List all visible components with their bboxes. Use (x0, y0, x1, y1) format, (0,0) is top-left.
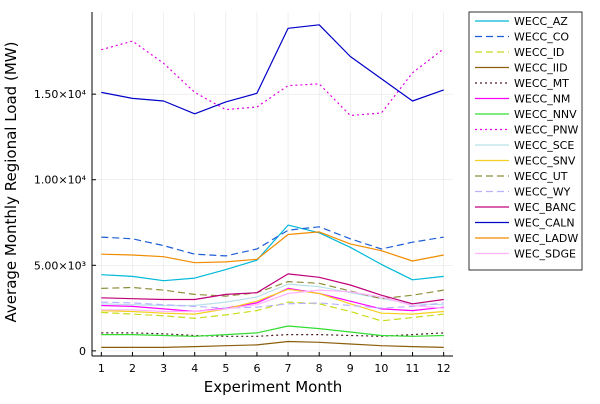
series-line-wec-ladw (101, 231, 444, 264)
legend-label: WEC_SDGE (514, 248, 576, 261)
legend-label: WECC_SNV (514, 155, 576, 168)
grid (92, 12, 453, 356)
x-tick-label: 3 (160, 362, 167, 375)
series-lines (101, 24, 445, 348)
series-line-wecc-co (101, 226, 444, 257)
legend-label: WECC_MT (514, 77, 569, 90)
x-tick-label: 10 (374, 362, 388, 375)
legend-label: WECC_CO (514, 31, 569, 44)
series-line-wecc-az (101, 224, 444, 282)
series-line-wecc-id (101, 301, 444, 322)
series-line-wecc-nnv (101, 325, 444, 337)
legend-label: WECC_ID (514, 46, 564, 59)
x-tick-label: 7 (285, 362, 292, 375)
y-tick-label: 1.50×10⁴ (34, 88, 87, 101)
x-tick-label: 1 (98, 362, 105, 375)
legend-label: WECC_PNW (514, 124, 579, 137)
legend-label: WECC_NNV (514, 108, 577, 121)
x-tick-label: 2 (129, 362, 136, 375)
y-axis-label: Average Monthly Regional Load (MW) (2, 42, 20, 323)
series-line-wecc-sce (101, 283, 444, 307)
legend-label: WEC_BANC (514, 201, 576, 214)
series-line-wecc-wy (101, 301, 444, 309)
legend-label: WECC_IID (514, 62, 568, 75)
x-tick-label: 8 (316, 362, 323, 375)
y-tick-label: 1.00×10⁴ (34, 174, 87, 187)
series-line-wec-banc (101, 273, 444, 305)
x-tick-label: 4 (191, 362, 198, 375)
series-line-wecc-pnw (101, 40, 445, 117)
x-tick-label: 6 (253, 362, 260, 375)
legend-label: WEC_LADW (514, 232, 578, 245)
y-tick-label: 0 (79, 345, 86, 358)
series-line-wecc-iid (101, 340, 444, 348)
legend-label: WECC_SCE (514, 139, 574, 152)
series-line-wecc-snv (101, 288, 444, 315)
x-tick-label: 5 (222, 362, 229, 375)
legend-label: WECC_UT (514, 170, 568, 183)
legend-label: WEC_CALN (514, 217, 575, 230)
x-axis-label: Experiment Month (204, 378, 342, 396)
legend: WECC_AZ WECC_CO WECC_ID WECC_IID WECC_MT WECC… (468, 11, 583, 271)
legend-label: WECC_NM (514, 93, 570, 106)
legend-label: WECC_AZ (514, 15, 568, 28)
legend-box (468, 11, 583, 271)
series-line-wec-caln (101, 24, 444, 115)
legend-label: WECC_WY (514, 186, 571, 199)
x-tick-label: 11 (406, 362, 420, 375)
x-tick-label: 9 (347, 362, 354, 375)
series-line-wec-sdge (101, 289, 444, 313)
x-tick-label: 12 (437, 362, 451, 375)
y-tick-label: 5.00×10³ (34, 259, 86, 272)
